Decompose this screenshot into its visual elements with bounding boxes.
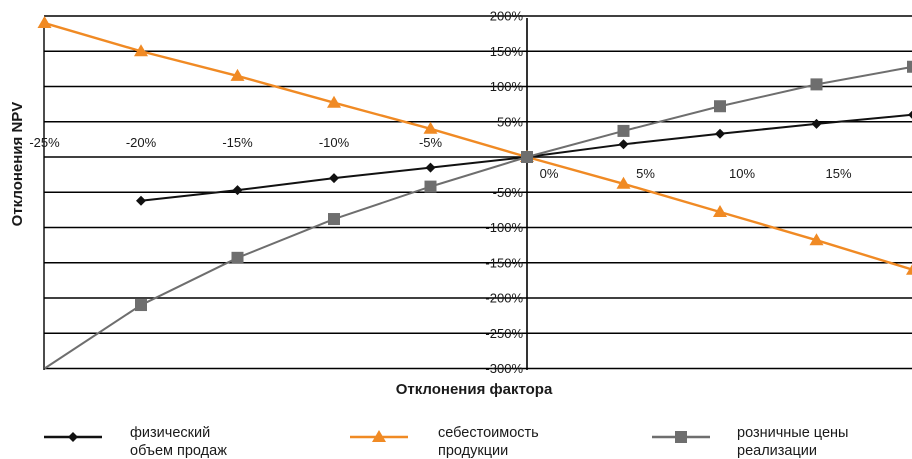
square-marker bbox=[675, 431, 687, 443]
triangle-marker bbox=[230, 68, 245, 81]
square-marker bbox=[617, 124, 630, 137]
legend-item: себестоимость продукции bbox=[350, 425, 539, 459]
y-tick-label: 100% bbox=[490, 79, 524, 94]
triangle-marker bbox=[713, 204, 727, 217]
diamond-marker bbox=[329, 173, 339, 184]
x-tick-label: -10% bbox=[319, 135, 350, 150]
square-marker bbox=[231, 251, 244, 264]
triangle-marker bbox=[809, 233, 824, 246]
series-square bbox=[43, 60, 912, 370]
square-marker bbox=[714, 100, 726, 113]
y-tick-label: 50% bbox=[497, 114, 523, 129]
diamond-marker bbox=[425, 162, 436, 173]
square-marker bbox=[521, 151, 533, 163]
y-tick-label: -250% bbox=[485, 326, 523, 341]
series-triangle bbox=[37, 16, 912, 275]
triangle-marker bbox=[134, 44, 148, 57]
x-tick-label: 5% bbox=[636, 166, 655, 181]
x-tick-label: 10% bbox=[729, 166, 755, 181]
series-layer bbox=[37, 16, 912, 370]
y-tick-label: -200% bbox=[485, 291, 523, 306]
triangle-marker bbox=[37, 16, 52, 29]
x-tick-label: 0% bbox=[540, 166, 559, 181]
series-line bbox=[43, 65, 912, 370]
square-marker bbox=[810, 78, 823, 91]
diamond-marker bbox=[68, 432, 78, 442]
legend-label: розничные цены реализации bbox=[737, 425, 848, 459]
diamond-marker bbox=[811, 118, 822, 129]
diamond-marker bbox=[715, 128, 725, 139]
square-marker bbox=[907, 60, 912, 73]
square-marker bbox=[135, 299, 147, 312]
legend-label: себестоимость продукции bbox=[438, 425, 539, 459]
triangle-marker bbox=[616, 176, 631, 189]
x-tick-labels: -25%-20%-15%-10%-5%0%5%10%15%20% bbox=[29, 135, 852, 181]
square-marker bbox=[328, 213, 340, 226]
x-tick-label: 15% bbox=[825, 166, 851, 181]
legend-label: физический объем продаж bbox=[130, 425, 227, 459]
y-tick-label: -50% bbox=[493, 185, 524, 200]
gridlines bbox=[43, 15, 912, 370]
x-tick-label: -25% bbox=[29, 135, 60, 150]
y-tick-label: -300% bbox=[485, 361, 523, 376]
diamond-marker bbox=[618, 139, 629, 150]
y-tick-label: 150% bbox=[490, 44, 524, 59]
series-line bbox=[140, 113, 912, 202]
x-tick-label: -5% bbox=[419, 135, 443, 150]
y-tick-label: 200% bbox=[490, 9, 524, 24]
y-tick-label: -100% bbox=[485, 220, 523, 235]
series-diamond bbox=[136, 110, 912, 206]
diamond-marker bbox=[908, 110, 912, 119]
legend: физический объем продаж себестоимость проду… bbox=[44, 425, 848, 459]
y-tick-label: -150% bbox=[485, 255, 523, 270]
square-marker bbox=[424, 180, 437, 193]
x-axis-title: Отклонения фактора bbox=[396, 381, 553, 398]
legend-item: физический объем продаж bbox=[44, 425, 227, 459]
legend-item: розничные цены реализации bbox=[652, 425, 848, 459]
triangle-marker bbox=[372, 430, 386, 442]
diamond-marker bbox=[232, 185, 243, 196]
triangle-marker bbox=[423, 121, 438, 134]
y-axis-title: Отклонения NPV bbox=[9, 102, 26, 227]
y-tick-labels: 200% 150% 100% 50% -50% -100% -150% -200% -250% -… bbox=[485, 9, 523, 377]
triangle-marker bbox=[327, 95, 341, 108]
x-tick-label: -15% bbox=[222, 135, 253, 150]
diamond-marker bbox=[136, 195, 146, 206]
series-line bbox=[44, 21, 912, 271]
triangle-marker bbox=[906, 264, 912, 275]
x-tick-label: -20% bbox=[126, 135, 157, 150]
